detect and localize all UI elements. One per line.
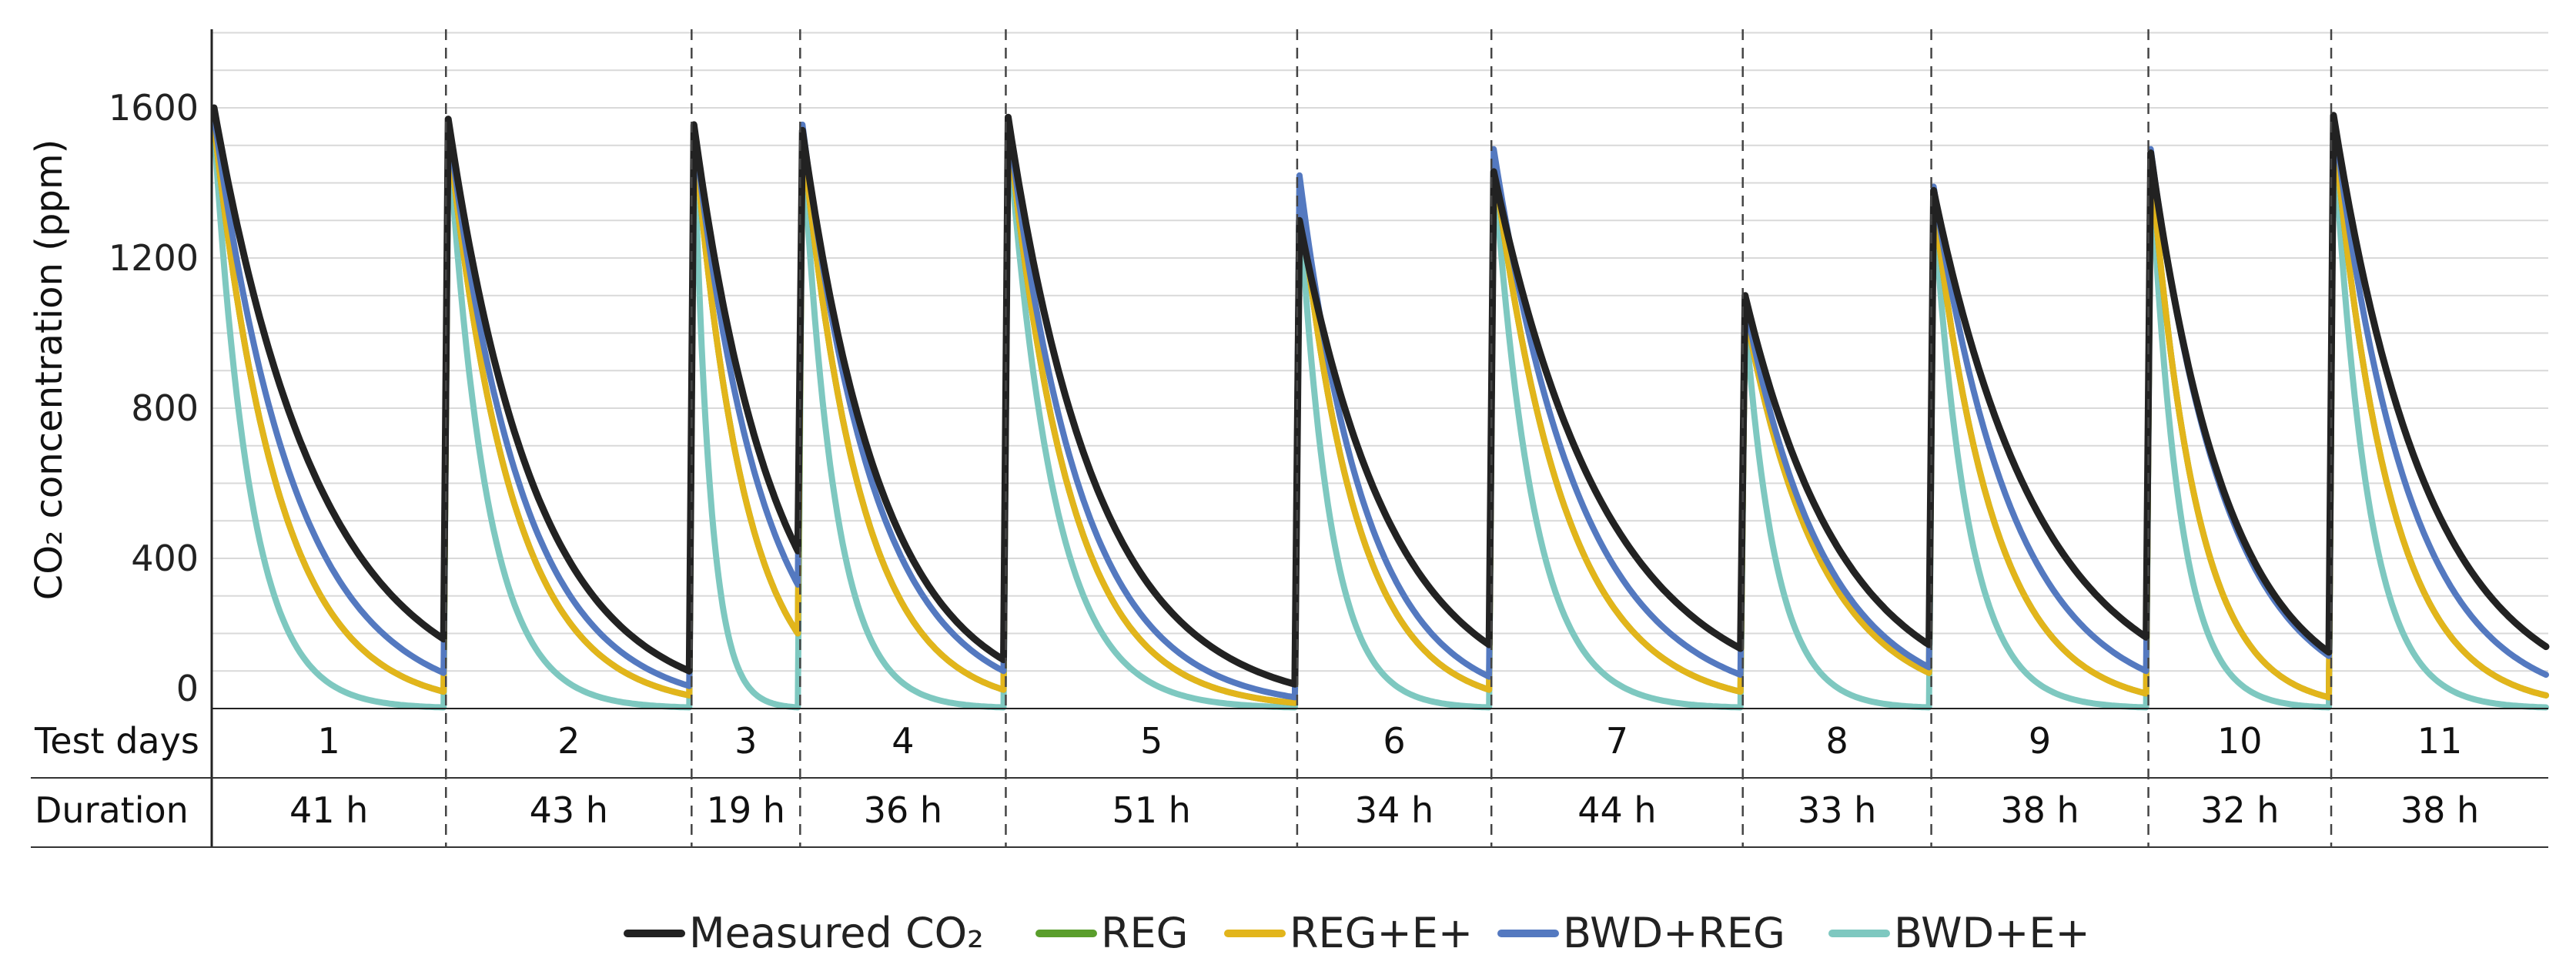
table-duration-cell: 44 h [1577,789,1656,831]
table-duration-cell: 38 h [2000,789,2079,831]
y-tick-label: 400 [131,538,199,579]
series-line-reg-e- [211,119,2549,706]
legend-entry: REG [1101,909,1188,957]
series-line-measured-co- [210,104,2550,688]
table-duration-cell: 19 h [707,789,785,831]
data-table: Test days Duration 1 41 h 2 43 h 3 19 h 4 36 h 5… [31,720,2548,848]
table-day-cell: 8 [1826,720,1848,762]
table-row-label-days: Test days [34,720,199,762]
table-duration-cell: 41 h [289,789,368,831]
table-day-cell: 2 [557,720,580,762]
series-line-bwd-e- [211,123,2549,711]
table-duration-cell: 43 h [530,789,608,831]
table-duration-cell: 38 h [2400,789,2479,831]
y-tick-label: 1200 [109,237,199,279]
table-row-label-duration: Duration [35,789,189,831]
table-day-cell: 1 [317,720,340,762]
table-day-cell: 4 [892,720,914,762]
y-tick-labels: 0 400 800 1200 1600 [109,87,199,709]
legend-entry: BWD+REG [1563,909,1785,957]
y-tick-label: 0 [176,668,199,709]
y-tick-label: 800 [131,387,199,429]
y-tick-label: 1600 [109,87,199,129]
table-duration-cell: 32 h [2200,789,2279,831]
table-day-cell: 3 [734,720,757,762]
axes [210,29,2548,847]
day-dividers [444,29,2333,847]
table-duration-cell: 36 h [864,789,942,831]
table-day-cell: 6 [1383,720,1405,762]
table-day-cell: 9 [2029,720,2051,762]
table-day-cell: 7 [1606,720,1628,762]
legend-entry: REG+E+ [1290,909,1473,957]
y-axis-label: CO₂ concentration (ppm) [28,139,71,601]
table-duration-cell: 34 h [1355,789,1434,831]
table-day-cell: 5 [1140,720,1163,762]
table-duration-cell: 51 h [1112,789,1191,831]
legend: Measured CO₂ REG REG+E+ BWD+REG BWD+E+ [624,909,2090,957]
legend-entry: BWD+E+ [1894,909,2090,957]
series-lines [210,104,2550,711]
table-duration-cell: 33 h [1798,789,1876,831]
legend-entry: Measured CO₂ [689,909,984,957]
table-day-cell: 10 [2217,720,2263,762]
table-day-cell: 11 [2417,720,2463,762]
